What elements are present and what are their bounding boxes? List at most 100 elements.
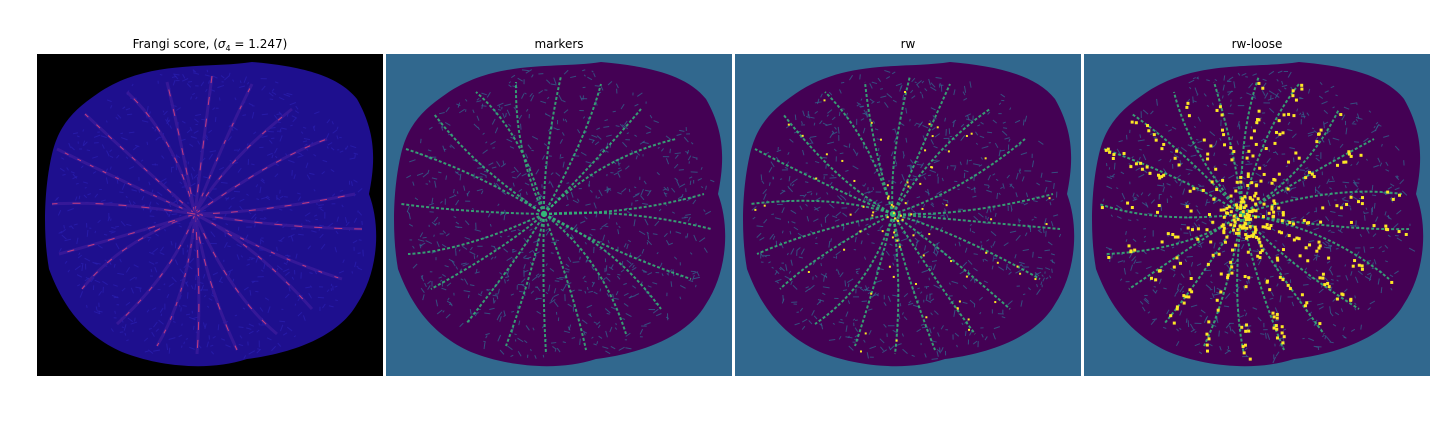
vessel-highlight <box>194 213 363 230</box>
frangi-score-title: Frangi score, (σ4 = 1.247) <box>37 37 383 53</box>
accent-pixel <box>1240 325 1244 329</box>
accent-pixel <box>1223 240 1227 244</box>
vessel-branch <box>193 75 214 215</box>
accent-pixel <box>1207 213 1211 217</box>
accent-pixel <box>1306 259 1310 263</box>
accent-pixel <box>1230 265 1234 269</box>
accent-pixel <box>1019 272 1022 275</box>
accent-pixel <box>965 275 968 278</box>
accent-pixel <box>1107 255 1111 259</box>
accent-pixel <box>1347 150 1351 154</box>
accent-pixel <box>910 213 913 216</box>
accent-pixel <box>1272 178 1276 182</box>
accent-pixel <box>1256 197 1260 201</box>
accent-pixel <box>1267 211 1271 215</box>
accent-pixel <box>1246 183 1250 187</box>
accent-pixel <box>1243 343 1247 347</box>
accent-pixel <box>1239 175 1243 179</box>
accent-pixel <box>1275 336 1279 340</box>
accent-pixel <box>1169 314 1173 318</box>
accent-pixel <box>894 217 897 220</box>
vessel-branch <box>430 213 545 290</box>
accent-pixel <box>1239 180 1243 184</box>
accent-pixel <box>1287 160 1291 164</box>
accent-pixel <box>1205 332 1209 336</box>
accent-pixel <box>904 91 907 94</box>
vessel-branch <box>543 213 627 335</box>
accent-pixel <box>1256 254 1260 258</box>
accent-pixel <box>985 251 988 254</box>
accent-pixel <box>1247 215 1251 219</box>
accent-pixel <box>1249 217 1253 221</box>
texture-layer <box>406 69 715 359</box>
accent-pixel <box>1288 287 1292 291</box>
frangi-title-subscript: 4 <box>225 44 231 53</box>
accent-pixel <box>1302 219 1306 223</box>
accent-pixel <box>1232 150 1236 154</box>
accent-pixel <box>1179 261 1183 265</box>
accent-pixel <box>936 126 939 129</box>
accent-pixel <box>896 239 899 242</box>
accent-pixel <box>924 149 927 152</box>
accent-pixel <box>1344 160 1348 164</box>
accent-pixel <box>1202 138 1206 142</box>
vessel-highlight <box>194 213 200 355</box>
accent-pixel <box>1353 259 1357 263</box>
vessel-branch <box>892 213 900 355</box>
accent-pixel <box>1232 214 1236 218</box>
vessel-branch <box>1105 213 1243 255</box>
accent-pixel <box>879 138 882 141</box>
accent-pixel <box>1129 165 1133 169</box>
accent-pixel <box>1205 343 1209 347</box>
accent-pixel <box>1266 226 1270 230</box>
accent-pixel <box>1162 142 1166 146</box>
accent-pixel <box>1250 234 1254 238</box>
accent-pixel <box>1134 121 1138 125</box>
accent-pixel <box>1271 311 1275 315</box>
accent-pixel <box>1349 195 1353 199</box>
vessel-branch <box>193 83 254 215</box>
accent-pixel <box>1216 308 1220 312</box>
vessel-highlight <box>166 81 196 215</box>
vessel-branch <box>814 213 894 325</box>
accent-pixel <box>1223 143 1227 147</box>
accent-pixel <box>901 218 904 221</box>
accent-pixel <box>1104 148 1108 152</box>
accent-pixel <box>1281 213 1285 217</box>
accent-pixel <box>1249 136 1253 140</box>
accent-pixel <box>1360 202 1364 206</box>
vessel-branch <box>749 199 894 215</box>
vessel-branch <box>1241 213 1410 231</box>
vessel-branch <box>854 213 894 347</box>
accent-pixel <box>1241 210 1245 214</box>
vessel-branch <box>542 213 547 355</box>
accent-pixel <box>1147 129 1151 133</box>
vessel-highlight <box>126 91 196 215</box>
accent-pixel <box>931 135 934 138</box>
accent-pixel <box>815 177 818 180</box>
accent-pixel <box>1215 188 1219 192</box>
accent-pixel <box>1222 215 1226 219</box>
accent-pixel <box>1287 234 1291 238</box>
accent-pixel <box>1308 243 1312 247</box>
accent-pixel <box>1304 176 1308 180</box>
texture-layer <box>54 69 364 359</box>
accent-pixel <box>1351 264 1355 268</box>
accent-pixel <box>1247 235 1251 239</box>
accent-pixel <box>1269 224 1273 228</box>
accent-pixel <box>1126 201 1130 205</box>
accent-pixel <box>1262 172 1266 176</box>
accent-pixel <box>1326 281 1330 285</box>
accent-pixel <box>1229 210 1233 214</box>
accent-pixel <box>1292 238 1296 242</box>
accent-pixel <box>1357 200 1361 204</box>
accent-pixel <box>1232 228 1236 232</box>
accent-pixel <box>1122 151 1126 155</box>
accent-pixel <box>1294 98 1298 102</box>
accent-pixel <box>1185 105 1189 109</box>
accent-pixel <box>1255 235 1259 239</box>
accent-pixel <box>1270 181 1274 185</box>
accent-pixel <box>1384 224 1388 228</box>
accent-pixel <box>1192 187 1196 191</box>
accent-pixel <box>1235 180 1239 184</box>
